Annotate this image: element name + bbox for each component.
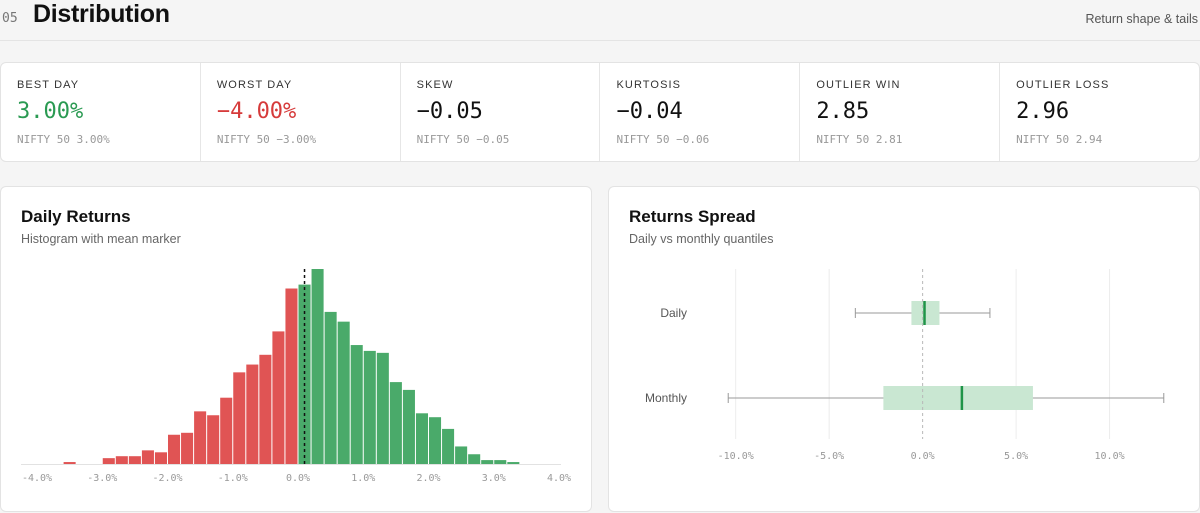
card-subtitle: Histogram with mean marker: [21, 232, 181, 246]
histogram-bar: [233, 372, 246, 464]
histogram-bar: [389, 382, 402, 464]
stat-value: 3.00%: [17, 99, 84, 124]
stat-best-day: BEST DAY 3.00% NIFTY 50 3.00%: [1, 63, 201, 161]
section-header: 05 Distribution Return shape & tails: [0, 0, 1200, 41]
histogram-bar: [507, 462, 520, 464]
histogram-bar: [154, 452, 167, 464]
histogram-bar: [63, 462, 76, 464]
histogram-bar: [324, 311, 337, 464]
stat-outlier-win: OUTLIER WIN 2.85 NIFTY 50 2.81: [800, 63, 1001, 161]
x-tick-label: -4.0%: [22, 473, 52, 484]
stat-label: WORST DAY: [216, 79, 293, 91]
stat-value: −0.05: [416, 99, 483, 124]
stat-benchmark: NIFTY 50 3.00%: [17, 133, 110, 146]
stat-benchmark: NIFTY 50 −3.00%: [216, 133, 317, 146]
histogram-bar: [402, 389, 415, 464]
stat-benchmark: NIFTY 50 2.94: [1016, 133, 1103, 146]
histogram-bar: [207, 415, 220, 464]
returns-spread-card: Returns Spread Daily vs monthly quantile…: [608, 186, 1200, 512]
daily-returns-histogram-chart: -4.0% -3.0% -2.0% -1.0% 0.0% 1.0% 2.0% 3.0% 4.0%: [21, 269, 571, 484]
x-tick-label: 3.0%: [482, 473, 506, 484]
x-tick-label: -2.0%: [152, 473, 182, 484]
x-tick-label: -1.0%: [218, 473, 248, 484]
histogram-bar: [220, 397, 233, 464]
stat-value: 2.96: [1016, 99, 1070, 124]
stat-benchmark: NIFTY 50 −0.06: [616, 133, 710, 146]
histogram-bar: [246, 364, 259, 464]
stat-label: SKEW: [416, 79, 454, 91]
card-title: Returns Spread: [629, 207, 756, 226]
stat-outlier-loss: OUTLIER LOSS 2.96 NIFTY 50 2.94: [1000, 63, 1199, 161]
histogram-bar: [311, 269, 324, 464]
card-subtitle: Daily vs monthly quantiles: [629, 232, 774, 246]
stat-worst-day: WORST DAY −4.00% NIFTY 50 −3.00%: [201, 63, 401, 161]
daily-returns-card: Daily Returns Histogram with mean marker…: [0, 186, 592, 512]
histogram-bar: [115, 456, 128, 464]
x-tick-label: -3.0%: [87, 473, 117, 484]
stat-label: OUTLIER LOSS: [1016, 79, 1110, 91]
x-tick-label: 5.0%: [1004, 451, 1028, 462]
histogram-bar: [128, 456, 141, 464]
stat-label: BEST DAY: [17, 79, 80, 91]
histogram-bar: [272, 331, 285, 464]
histogram-bar: [376, 352, 389, 464]
x-tick-label: 4.0%: [547, 473, 571, 484]
returns-spread-chart: -10.0% -5.0% 0.0% 5.0% 10.0% Daily Monthly: [645, 269, 1165, 462]
histogram-bar: [168, 434, 181, 464]
stats-strip: BEST DAY 3.00% NIFTY 50 3.00% WORST DAY …: [0, 62, 1200, 162]
iqr-box: [883, 386, 1033, 410]
stat-value: 2.85: [816, 99, 870, 124]
x-tick-label: 10.0%: [1095, 451, 1125, 462]
histogram-bar: [141, 450, 154, 464]
histogram-bar: [350, 345, 363, 464]
stat-value: −4.00%: [216, 99, 297, 124]
section-number: 05: [2, 11, 18, 26]
category-label: Daily: [660, 306, 687, 320]
card-title: Daily Returns: [21, 207, 131, 226]
histogram-bar: [102, 458, 115, 464]
stat-benchmark: NIFTY 50 2.81: [816, 133, 903, 146]
x-tick-label: -5.0%: [814, 451, 844, 462]
x-tick-label: 1.0%: [351, 473, 375, 484]
histogram-bar: [481, 460, 494, 464]
histogram-bar: [259, 354, 272, 464]
section-title: Distribution: [33, 0, 170, 28]
stat-benchmark: NIFTY 50 −0.05: [416, 133, 510, 146]
histogram-bar: [468, 454, 481, 464]
stat-label: OUTLIER WIN: [816, 79, 901, 91]
x-tick-label: 0.0%: [911, 451, 935, 462]
histogram-bar: [415, 413, 428, 464]
x-tick-label: 2.0%: [416, 473, 440, 484]
histogram-bar: [285, 288, 298, 464]
histogram-bar: [442, 428, 455, 464]
stat-skew: SKEW −0.05 NIFTY 50 −0.05: [401, 63, 601, 161]
histogram-bar: [494, 460, 507, 464]
histogram-bar: [181, 432, 194, 464]
histogram-bar: [337, 321, 350, 464]
x-tick-label: -10.0%: [718, 451, 754, 462]
stat-kurtosis: KURTOSIS −0.04 NIFTY 50 −0.06: [600, 63, 801, 161]
category-label: Monthly: [645, 391, 687, 405]
histogram-bar: [298, 284, 311, 464]
histogram-bar: [363, 350, 376, 464]
histogram-bar: [455, 446, 468, 464]
section-subtitle: Return shape & tails: [1085, 12, 1198, 26]
stat-label: KURTOSIS: [616, 79, 682, 91]
stat-value: −0.04: [616, 99, 683, 124]
histogram-bar: [194, 411, 207, 464]
x-tick-label: 0.0%: [286, 473, 310, 484]
histogram-bar: [429, 417, 442, 464]
